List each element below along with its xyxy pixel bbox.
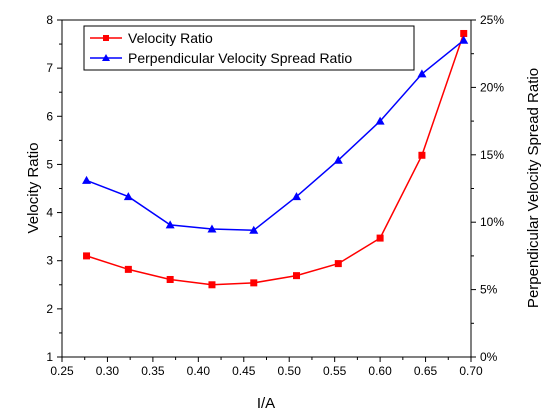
y-tick-label: 2 — [46, 302, 53, 316]
data-point-spread-ratio — [417, 69, 427, 78]
y-tick-label: 3 — [46, 254, 53, 268]
data-point-spread-ratio — [82, 175, 92, 184]
data-point-velocity-ratio — [166, 275, 174, 283]
y-tick-label: 4 — [46, 206, 53, 220]
x-tick-label: 0.50 — [278, 364, 302, 378]
y-tick-label: 1 — [46, 350, 53, 364]
y2-tick-label: 15% — [480, 148, 504, 162]
legend-label-velocity-ratio: Velocity Ratio — [128, 30, 213, 46]
legend-box — [83, 25, 415, 71]
x-tick-label: 0.65 — [414, 364, 438, 378]
data-point-spread-ratio — [375, 116, 385, 125]
data-point-velocity-ratio — [418, 151, 426, 159]
x-axis-title: I/A — [257, 395, 275, 412]
tick-labels: 0.25 0.30 0.35 0.40 0.45 0.50 0.55 0.60 0.65 0.70… — [46, 13, 504, 378]
axis-ticks — [57, 19, 476, 362]
y-tick-label: 6 — [46, 109, 53, 123]
data-point-velocity-ratio — [376, 234, 384, 242]
y2-tick-label: 25% — [480, 13, 504, 27]
series-layer — [82, 29, 469, 289]
series-line-velocity-ratio — [86, 33, 465, 286]
y2-axis-title: Perpendicular Velocity Spread Ratio — [525, 68, 542, 308]
data-point-spread-ratio — [123, 192, 133, 201]
y-tick-label: 5 — [46, 157, 53, 171]
data-point-spread-ratio — [165, 220, 175, 229]
data-point-spread-ratio — [333, 155, 343, 164]
data-point-velocity-ratio — [208, 281, 216, 289]
x-tick-label: 0.30 — [96, 364, 120, 378]
data-point-spread-ratio — [207, 224, 217, 233]
data-point-spread-ratio — [249, 225, 259, 234]
legend-marker-triangle — [102, 54, 110, 61]
x-tick-label: 0.45 — [232, 364, 256, 378]
x-tick-label: 0.35 — [141, 364, 165, 378]
data-point-velocity-ratio — [124, 265, 132, 273]
legend-marker-square — [103, 35, 109, 41]
x-tick-label: 0.40 — [187, 364, 211, 378]
series-line-spread-ratio — [86, 39, 465, 232]
x-tick-label: 0.70 — [459, 364, 483, 378]
data-point-velocity-ratio — [250, 279, 258, 287]
y-tick-label: 8 — [46, 13, 53, 27]
data-point-spread-ratio — [291, 192, 301, 201]
legend-label-spread-ratio: Perpendicular Velocity Spread Ratio — [128, 50, 352, 66]
legend: Velocity Ratio Perpendicular Velocity Sp… — [83, 25, 415, 71]
y-tick-label: 7 — [46, 61, 53, 75]
y2-tick-label: 5% — [480, 283, 498, 297]
data-point-spread-ratio — [459, 35, 469, 44]
y2-tick-label: 20% — [480, 80, 504, 94]
data-point-velocity-ratio — [292, 272, 300, 280]
x-tick-label: 0.25 — [50, 364, 74, 378]
y2-tick-label: 10% — [480, 215, 504, 229]
data-point-velocity-ratio — [83, 252, 91, 260]
plot-area — [61, 19, 472, 358]
x-tick-label: 0.55 — [323, 364, 347, 378]
y2-tick-label: 0% — [480, 350, 498, 364]
x-tick-label: 0.60 — [368, 364, 392, 378]
data-point-velocity-ratio — [334, 260, 342, 268]
data-point-velocity-ratio — [460, 29, 468, 37]
y-axis-title: Velocity Ratio — [25, 143, 42, 234]
